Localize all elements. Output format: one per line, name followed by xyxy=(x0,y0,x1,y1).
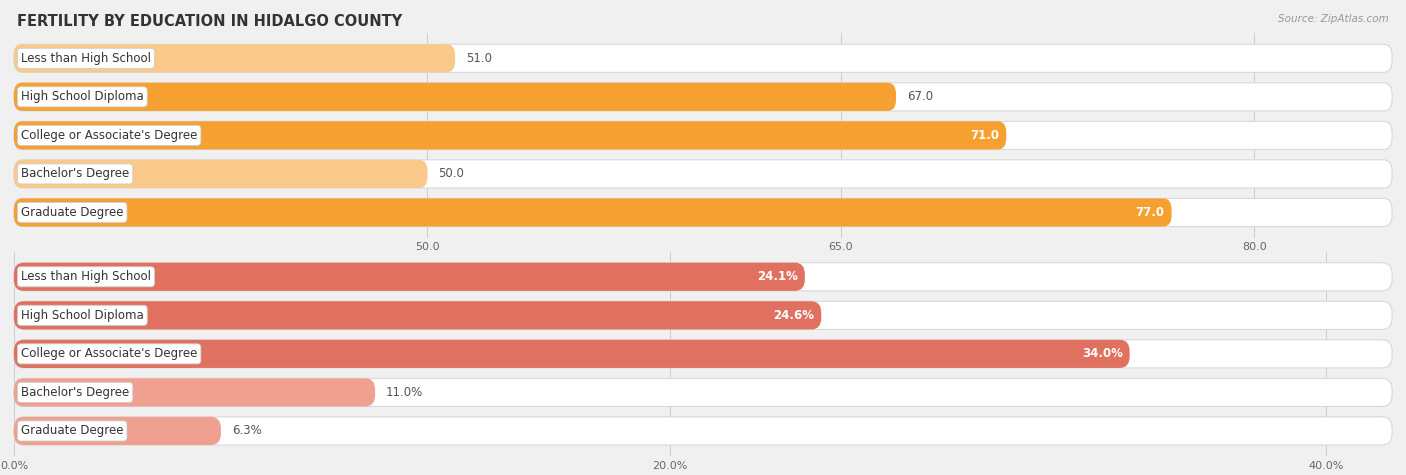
FancyBboxPatch shape xyxy=(14,379,1392,407)
Text: 24.6%: 24.6% xyxy=(773,309,814,322)
Text: Less than High School: Less than High School xyxy=(21,270,150,283)
Text: FERTILITY BY EDUCATION IN HIDALGO COUNTY: FERTILITY BY EDUCATION IN HIDALGO COUNTY xyxy=(17,14,402,29)
FancyBboxPatch shape xyxy=(14,263,1392,291)
FancyBboxPatch shape xyxy=(14,160,427,188)
Text: High School Diploma: High School Diploma xyxy=(21,90,143,104)
FancyBboxPatch shape xyxy=(14,83,1392,111)
FancyBboxPatch shape xyxy=(14,417,221,445)
Text: Bachelor's Degree: Bachelor's Degree xyxy=(21,386,129,399)
FancyBboxPatch shape xyxy=(14,44,456,72)
Text: 24.1%: 24.1% xyxy=(756,270,797,283)
Text: 11.0%: 11.0% xyxy=(387,386,423,399)
FancyBboxPatch shape xyxy=(14,263,804,291)
FancyBboxPatch shape xyxy=(14,340,1129,368)
Text: High School Diploma: High School Diploma xyxy=(21,309,143,322)
Text: Bachelor's Degree: Bachelor's Degree xyxy=(21,167,129,180)
Text: 50.0: 50.0 xyxy=(439,167,464,180)
Text: 77.0: 77.0 xyxy=(1136,206,1164,219)
Text: Less than High School: Less than High School xyxy=(21,52,150,65)
Text: College or Associate's Degree: College or Associate's Degree xyxy=(21,347,197,361)
FancyBboxPatch shape xyxy=(14,199,1392,227)
FancyBboxPatch shape xyxy=(14,417,1392,445)
Text: Source: ZipAtlas.com: Source: ZipAtlas.com xyxy=(1278,14,1389,24)
Text: 34.0%: 34.0% xyxy=(1081,347,1122,361)
Text: 67.0: 67.0 xyxy=(907,90,934,104)
FancyBboxPatch shape xyxy=(14,44,1392,72)
Text: 71.0: 71.0 xyxy=(970,129,1000,142)
Text: Graduate Degree: Graduate Degree xyxy=(21,425,124,437)
FancyBboxPatch shape xyxy=(14,121,1392,150)
FancyBboxPatch shape xyxy=(14,379,375,407)
Text: Graduate Degree: Graduate Degree xyxy=(21,206,124,219)
Text: 51.0: 51.0 xyxy=(465,52,492,65)
FancyBboxPatch shape xyxy=(14,301,1392,329)
FancyBboxPatch shape xyxy=(14,160,1392,188)
FancyBboxPatch shape xyxy=(14,301,821,329)
FancyBboxPatch shape xyxy=(14,340,1392,368)
FancyBboxPatch shape xyxy=(14,199,1171,227)
Text: College or Associate's Degree: College or Associate's Degree xyxy=(21,129,197,142)
FancyBboxPatch shape xyxy=(14,83,896,111)
Text: 6.3%: 6.3% xyxy=(232,425,262,437)
FancyBboxPatch shape xyxy=(14,121,1007,150)
